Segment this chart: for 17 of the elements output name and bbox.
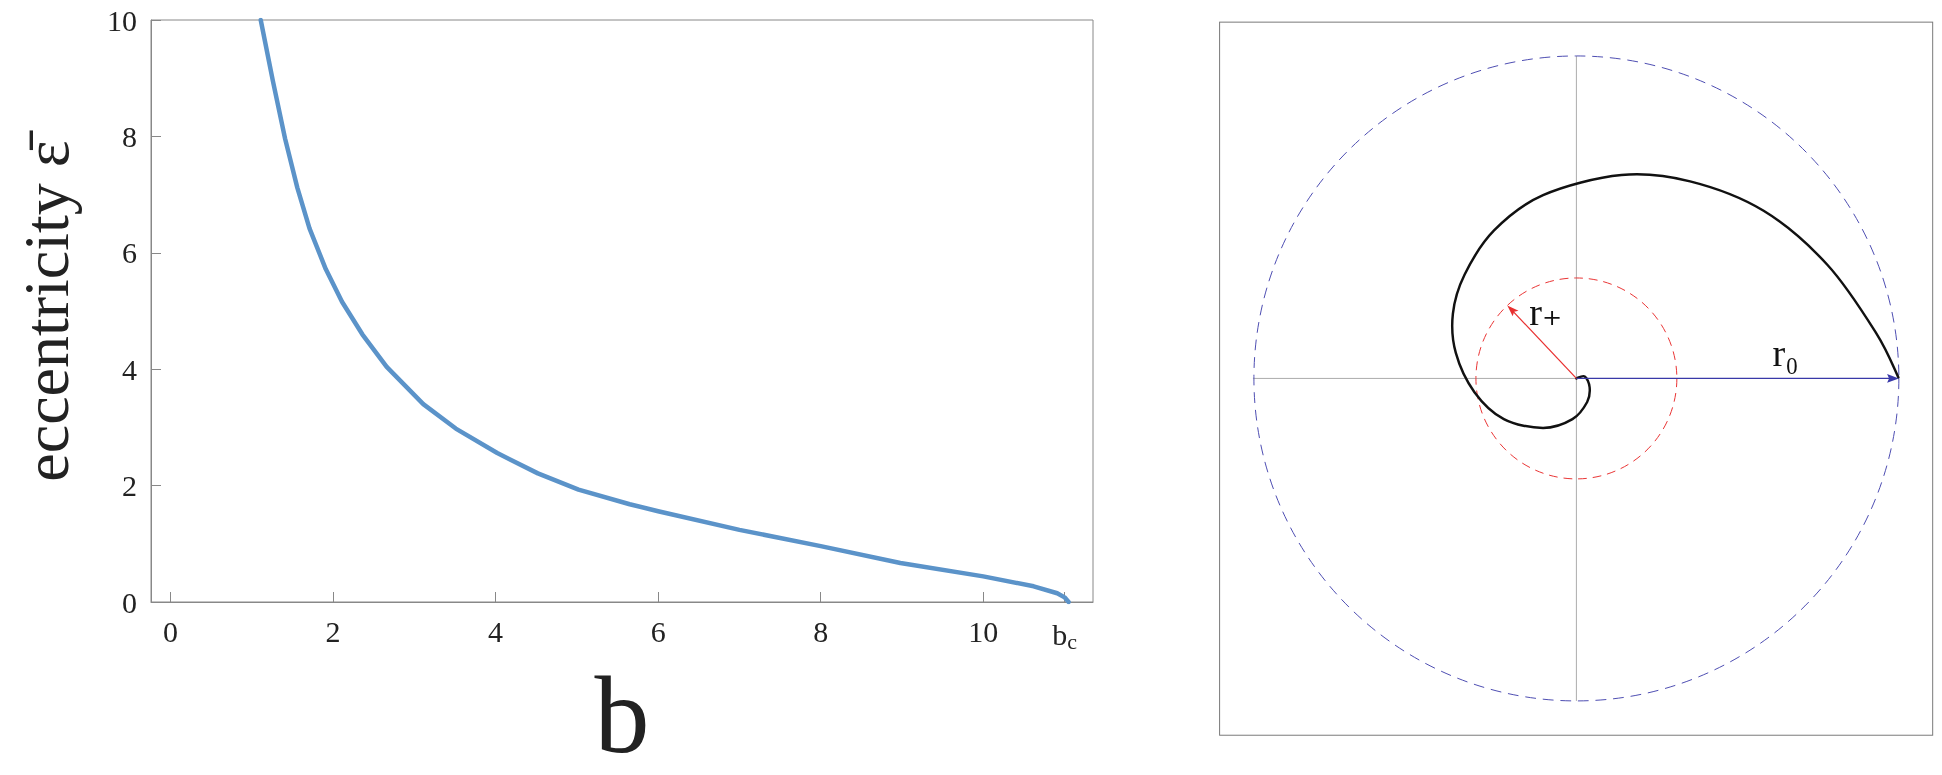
x-tick-label: 2 bbox=[325, 614, 341, 648]
text: r₀ bbox=[1772, 332, 1799, 375]
y-tick-label: 4 bbox=[122, 352, 137, 386]
x-tick-label: 10 bbox=[968, 614, 999, 648]
y-tick-label: 6 bbox=[122, 236, 137, 270]
line-series bbox=[258, 17, 1071, 605]
x-tick-label: 8 bbox=[813, 614, 829, 648]
y-tick-label: 0 bbox=[122, 585, 137, 619]
y-tick-label: 8 bbox=[122, 119, 137, 153]
x-tick-label: 4 bbox=[488, 614, 504, 648]
x-axis-title: b bbox=[594, 654, 650, 775]
y-axis-title: eccentricity ε̄ bbox=[10, 130, 82, 482]
x-tick-label: 6 bbox=[650, 614, 666, 648]
y-tick-label: 10 bbox=[107, 3, 137, 37]
x-tick-label: 0 bbox=[163, 614, 179, 648]
text: r₊ bbox=[1529, 290, 1563, 333]
y-tick-label: 2 bbox=[122, 469, 137, 503]
